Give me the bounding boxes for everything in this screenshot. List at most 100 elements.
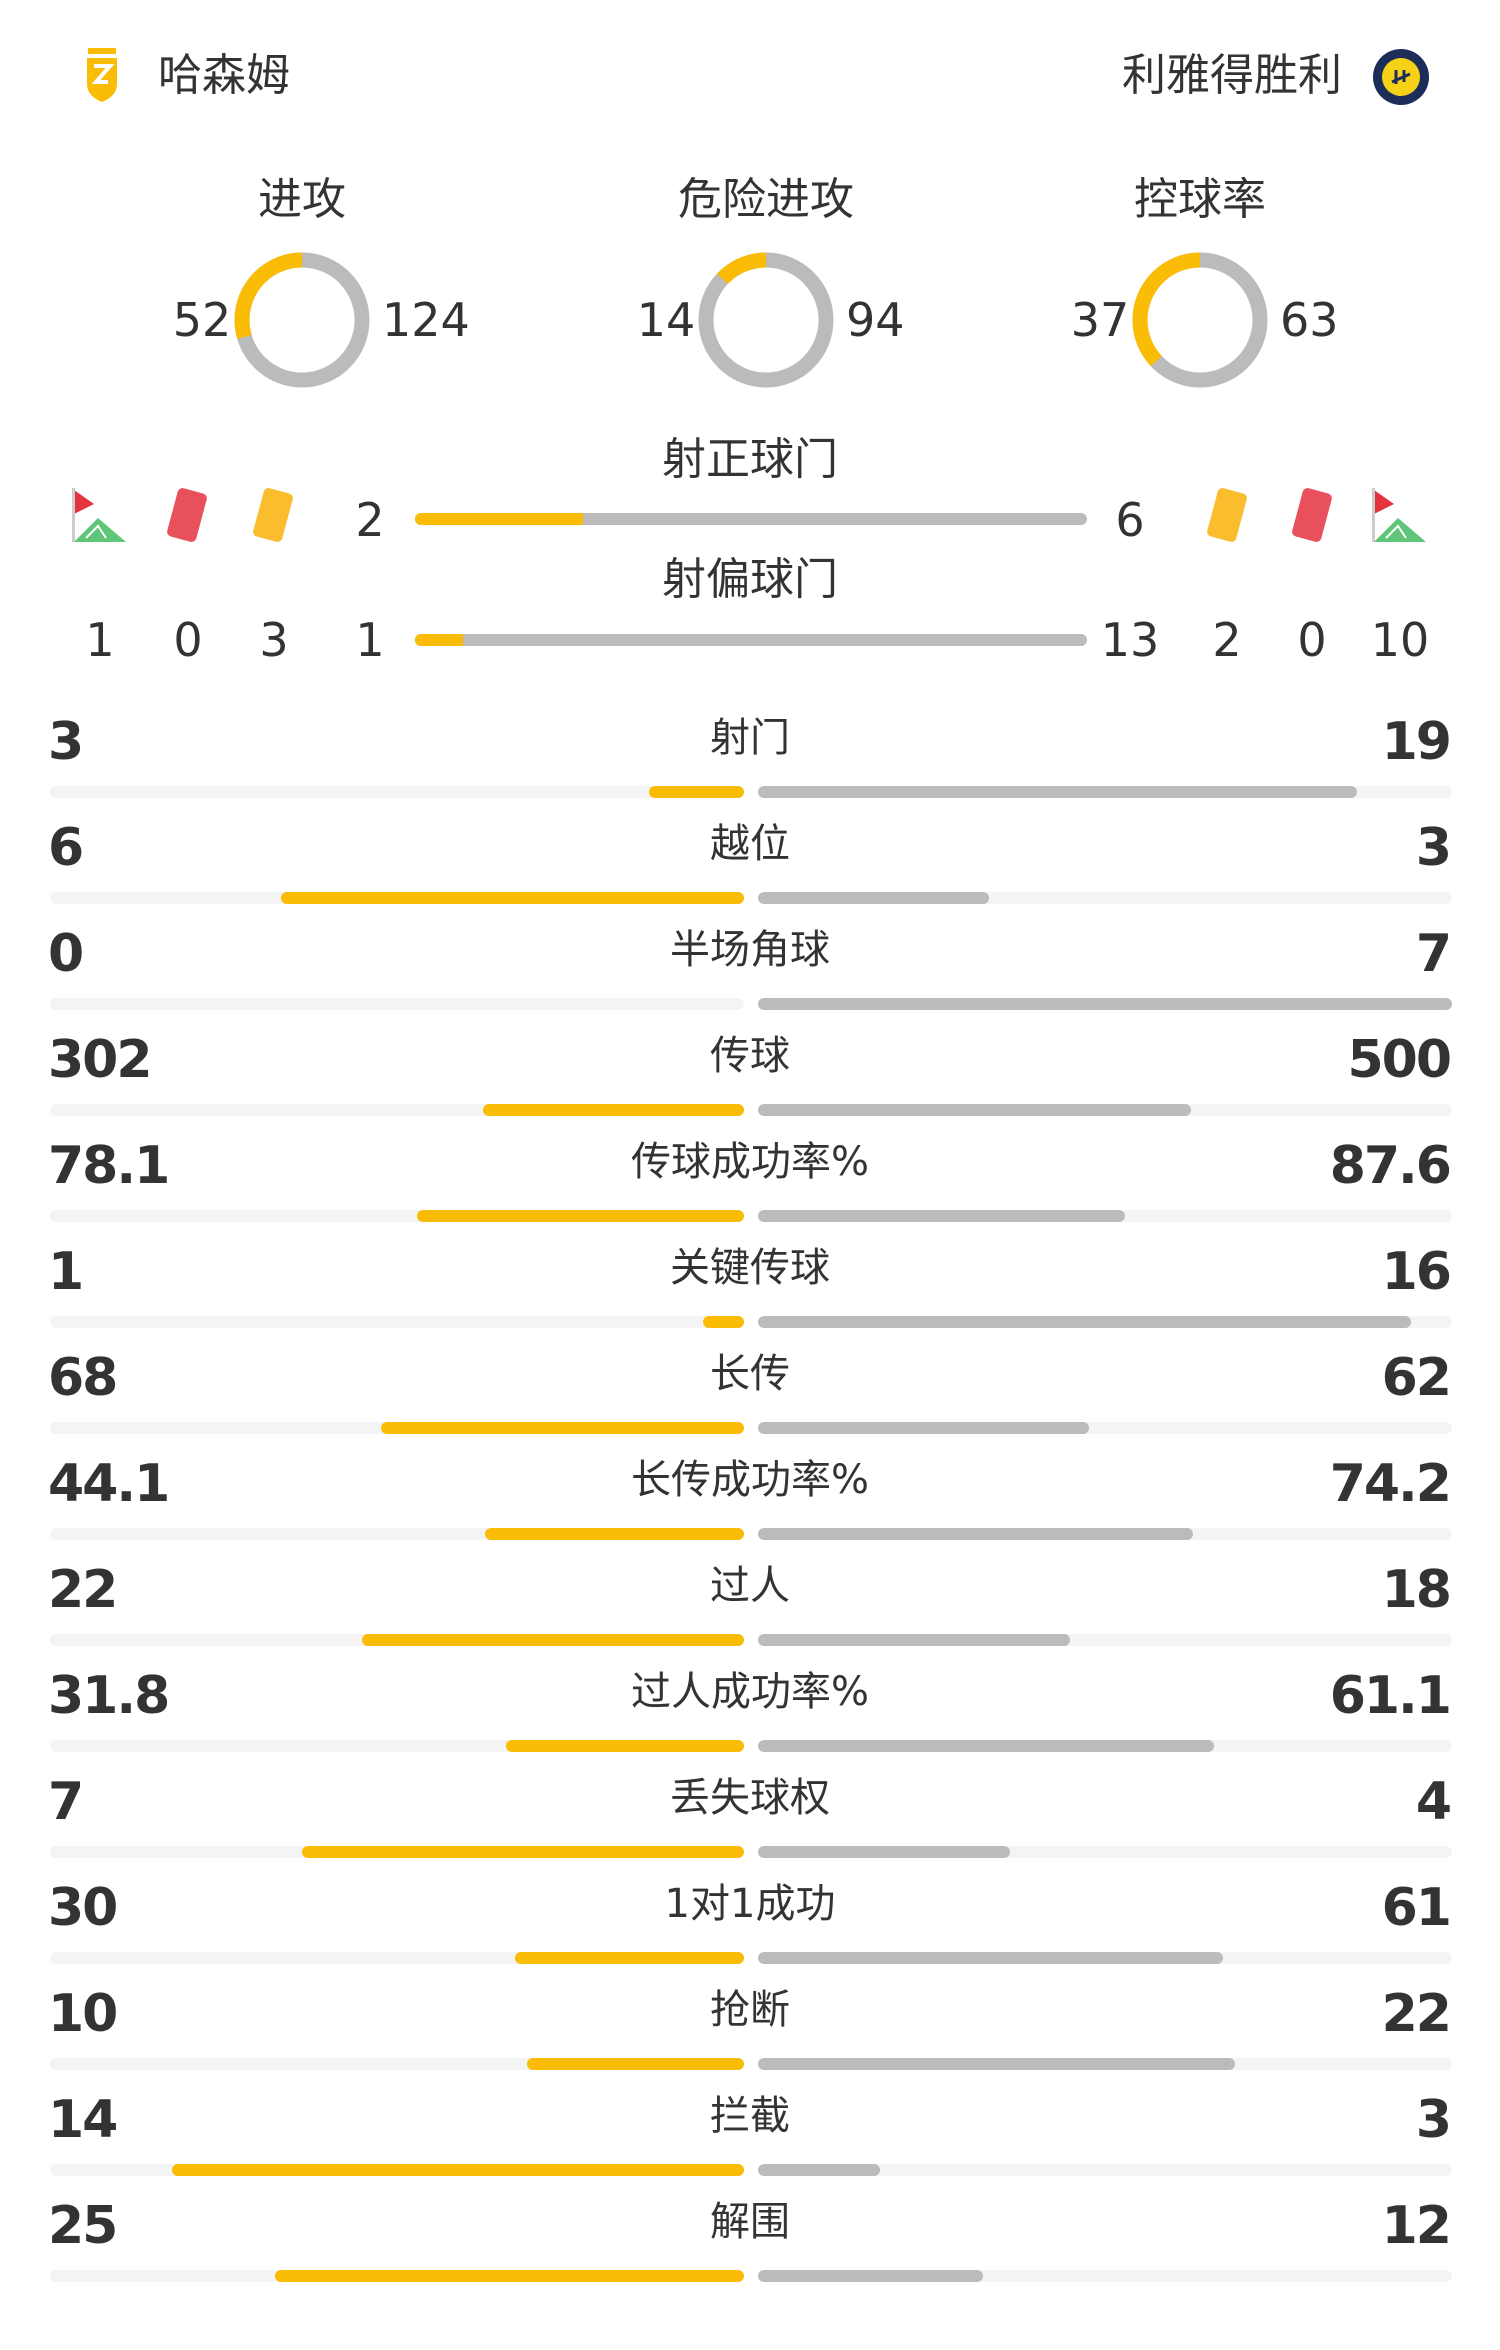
stat-home-bar <box>362 1634 744 1646</box>
stat-away-bar <box>758 1316 1412 1328</box>
stat-label: 传球成功率% <box>630 1139 869 1185</box>
home-red-card-icon <box>162 486 214 550</box>
stat-home-track <box>50 1104 744 1116</box>
stat-label: 传球 <box>710 1033 790 1079</box>
stat-row: 31.8 过人成功率% 61.1 <box>0 1666 1500 1772</box>
stat-label: 解围 <box>710 2199 790 2245</box>
stat-home-track <box>50 1740 744 1752</box>
away-team-logo <box>1372 48 1430 106</box>
stat-label: 射门 <box>710 715 790 761</box>
donut-away-value: 63 <box>1280 293 1339 347</box>
stat-label: 过人 <box>710 1563 790 1609</box>
stat-home-value: 44.1 <box>48 1454 170 1514</box>
donut-chart <box>232 250 372 390</box>
stat-home-value: 22 <box>48 1560 118 1620</box>
stat-away-track <box>758 1104 1452 1116</box>
stat-away-bar <box>758 2164 881 2176</box>
stat-away-value: 3 <box>1415 2090 1452 2150</box>
stat-row: 6 越位 3 <box>0 818 1500 924</box>
stat-away-value: 62 <box>1381 1348 1452 1408</box>
stat-home-bar <box>302 1846 744 1858</box>
stat-home-track <box>50 1316 744 1328</box>
stat-home-value: 302 <box>48 1030 153 1090</box>
stat-away-track <box>758 998 1452 1010</box>
stat-away-bar <box>758 892 990 904</box>
stat-away-track <box>758 1634 1452 1646</box>
stat-home-track <box>50 1528 744 1540</box>
home-shots-on-target: 2 <box>355 493 385 547</box>
away-red-cards-count: 0 <box>1297 613 1327 667</box>
stat-row: 14 拦截 3 <box>0 2090 1500 2196</box>
stat-away-track <box>758 1846 1452 1858</box>
stat-row: 44.1 长传成功率% 74.2 <box>0 1454 1500 1560</box>
donut-home-value: 37 <box>1070 293 1130 347</box>
stat-away-bar <box>758 1846 1011 1858</box>
donut-home-arc <box>698 252 834 388</box>
stat-home-value: 31.8 <box>48 1666 170 1726</box>
stat-home-value: 0 <box>48 924 84 984</box>
home-yellow-card-icon <box>248 486 300 550</box>
stat-home-bar <box>381 1422 744 1434</box>
stat-away-track <box>758 786 1452 798</box>
stat-row: 3 射门 19 <box>0 712 1500 818</box>
stat-home-bar <box>485 1528 744 1540</box>
stat-home-value: 14 <box>48 2090 118 2150</box>
stat-home-track <box>50 2270 744 2282</box>
stat-home-bar <box>703 1316 744 1328</box>
stat-away-bar <box>758 1952 1224 1964</box>
home-team-logo <box>84 46 120 108</box>
stat-home-value: 30 <box>48 1878 118 1938</box>
donut-title: 进攻 <box>258 174 346 225</box>
stat-home-bar <box>506 1740 744 1752</box>
stat-away-value: 87.6 <box>1329 1136 1452 1196</box>
donut-chart <box>1130 250 1270 390</box>
stat-away-track <box>758 1952 1452 1964</box>
stat-label: 长传成功率% <box>630 1457 869 1503</box>
stat-away-value: 12 <box>1381 2196 1452 2256</box>
stat-away-value: 61.1 <box>1329 1666 1452 1726</box>
stat-away-value: 16 <box>1381 1242 1452 1302</box>
stat-away-bar <box>758 1104 1191 1116</box>
stat-home-track <box>50 2164 744 2176</box>
stat-away-track <box>758 1422 1452 1434</box>
shots-on-target-home-fill <box>415 513 583 525</box>
donut-title: 控球率 <box>1134 174 1266 225</box>
stat-home-value: 78.1 <box>48 1136 170 1196</box>
donut-home-value: 52 <box>172 293 232 347</box>
stat-away-bar <box>758 1528 1194 1540</box>
stat-away-track <box>758 1740 1452 1752</box>
stat-home-track <box>50 1210 744 1222</box>
stat-away-bar <box>758 1422 1089 1434</box>
away-corner-flag-icon <box>1372 488 1428 548</box>
stat-away-value: 74.2 <box>1329 1454 1452 1514</box>
away-team-name[interactable]: 利雅得胜利 <box>1122 50 1342 101</box>
stat-home-value: 1 <box>48 1242 84 1302</box>
stat-away-track <box>758 2058 1452 2070</box>
home-team-name[interactable]: 哈森姆 <box>158 50 290 101</box>
stat-home-bar <box>515 1952 744 1964</box>
shots-off-target-home-fill <box>415 634 463 646</box>
stat-row: 0 半场角球 7 <box>0 924 1500 1030</box>
donut-away-value: 94 <box>846 293 905 347</box>
stat-away-value: 4 <box>1415 1772 1452 1832</box>
stat-away-track <box>758 1528 1452 1540</box>
stat-label: 关键传球 <box>670 1245 830 1291</box>
stat-home-track <box>50 1634 744 1646</box>
stat-away-track <box>758 1316 1452 1328</box>
stat-home-track <box>50 1846 744 1858</box>
donut-away-value: 124 <box>382 293 470 347</box>
stat-home-bar <box>281 892 744 904</box>
stat-away-bar <box>758 1210 1125 1222</box>
stat-label: 半场角球 <box>670 927 830 973</box>
stat-label: 丢失球权 <box>670 1775 830 1821</box>
stat-home-track <box>50 892 744 904</box>
stat-away-value: 19 <box>1381 712 1452 772</box>
stat-home-bar <box>275 2270 744 2282</box>
stat-label: 1对1成功 <box>664 1881 836 1927</box>
shots-off-target-label: 射偏球门 <box>662 554 838 605</box>
stat-away-bar <box>758 2058 1236 2070</box>
stat-away-track <box>758 892 1452 904</box>
home-corners-count: 1 <box>85 613 115 667</box>
stat-away-value: 7 <box>1415 924 1452 984</box>
donut-home-arc <box>234 252 370 388</box>
